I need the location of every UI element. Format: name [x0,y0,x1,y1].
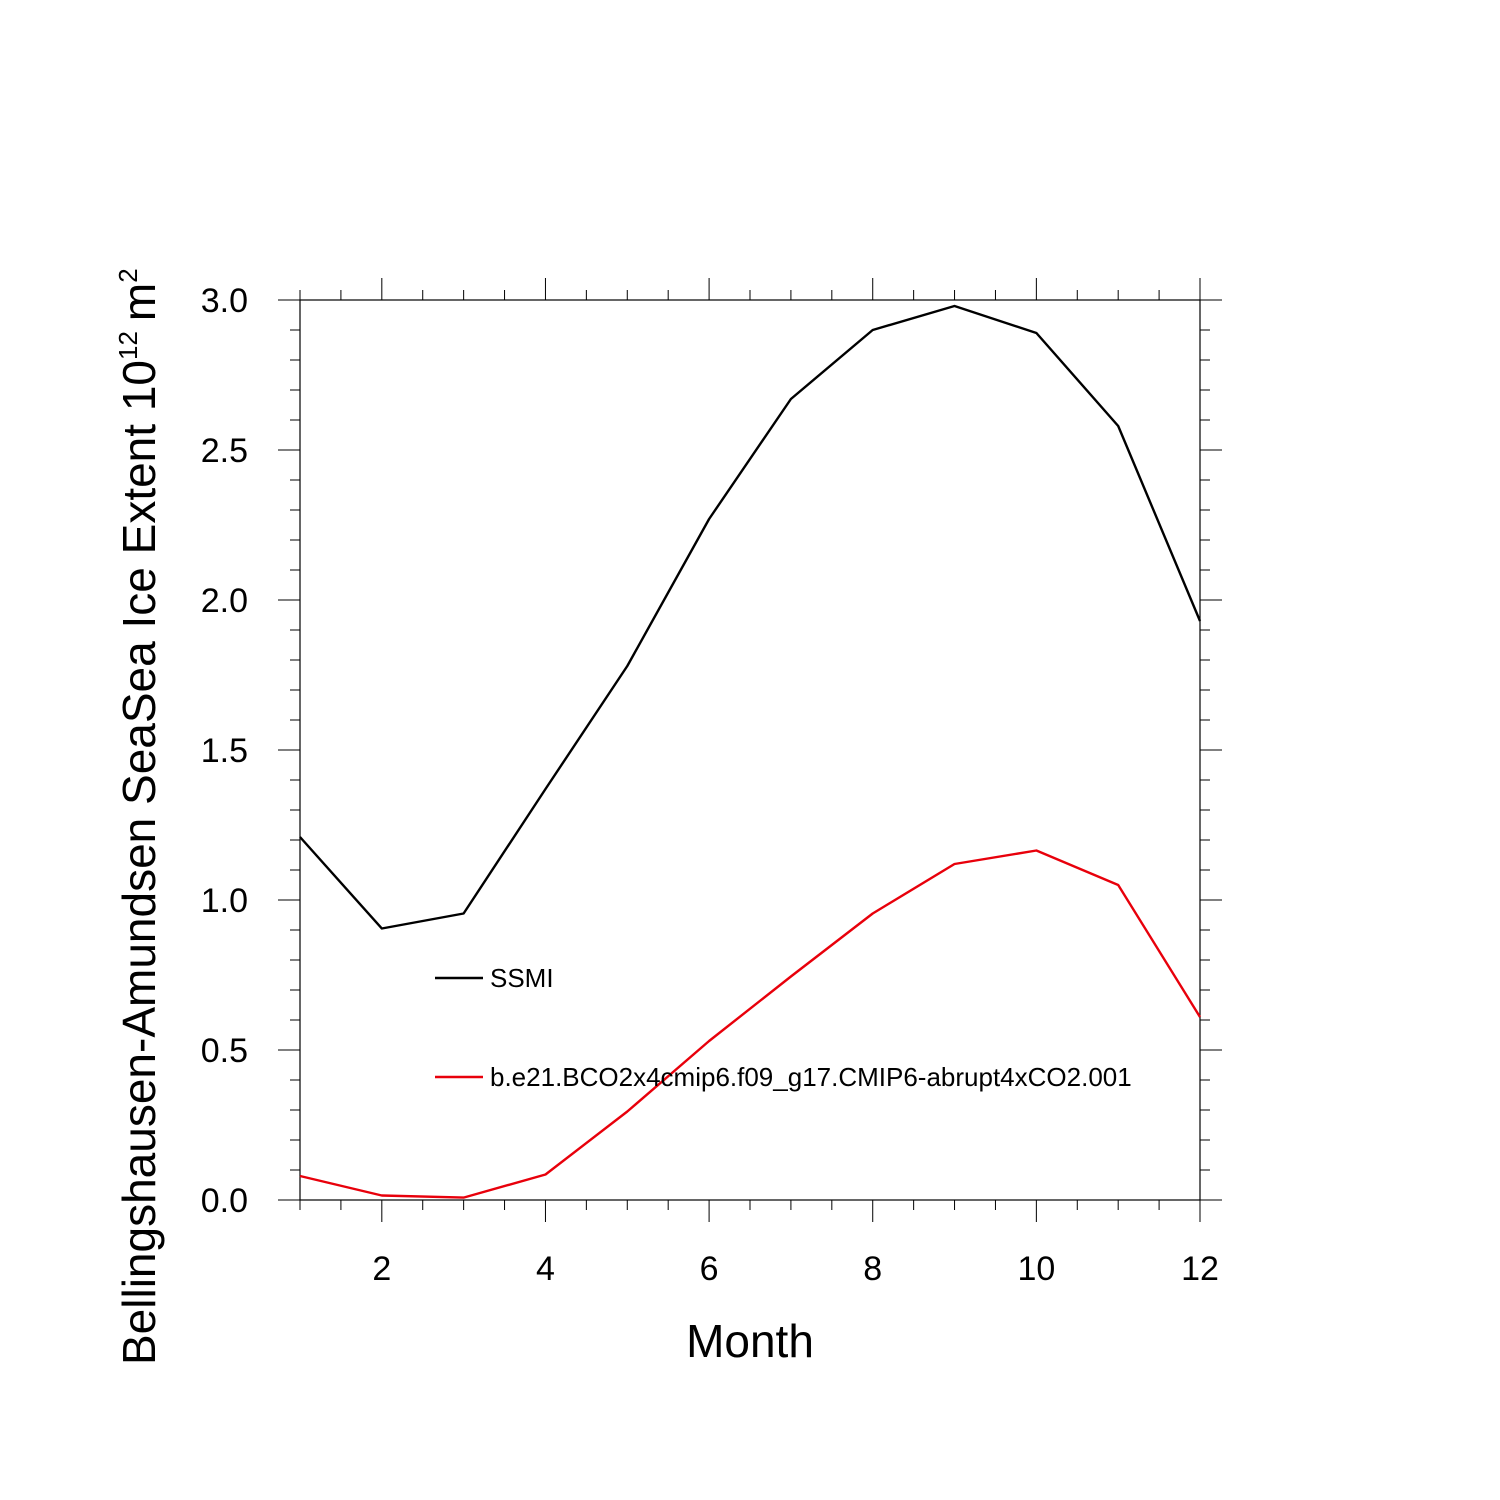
y-axis-title: Bellingshausen-Amundsen SeaSea Ice Exten… [113,268,165,1365]
y-axis-title-exponent: 12 [113,331,143,360]
y-tick-label: 0.0 [201,1182,248,1220]
y-tick-label: 2.5 [201,432,248,470]
y-tick-label: 3.0 [201,282,248,320]
series-lines [299,304,1202,1199]
x-axis-title: Month [686,1315,814,1367]
y-tick-label: 1.0 [201,882,248,920]
axis-ticks [278,278,1222,1222]
x-tick-label: 4 [536,1250,555,1288]
y-tick-label: 0.5 [201,1032,248,1070]
legend-label: b.e21.BCO2x4cmip6.f09_g17.CMIP6-abrupt4x… [490,1062,1132,1092]
axis-tick-labels: 2 4 6 8 10 12 0.0 0.5 1.0 1.5 2.0 2.5 3.0 [201,282,1219,1288]
y-axis-title-unit: m [113,283,165,321]
y-axis-title-unit-exponent: 2 [113,268,143,282]
y-tick-label: 2.0 [201,582,248,620]
legend-label: SSMI [490,963,554,993]
series-line-ssmi [299,304,1202,930]
x-tick-label: 10 [1017,1250,1055,1288]
x-tick-label: 8 [863,1250,882,1288]
series-line-model [299,849,1202,1199]
legend: SSMI b.e21.BCO2x4cmip6.f09_g17.CMIP6-abru… [435,963,1132,1092]
x-tick-label: 12 [1181,1250,1219,1288]
x-tick-label: 6 [700,1250,719,1288]
x-tick-label: 2 [372,1250,391,1288]
y-tick-label: 1.5 [201,732,248,770]
y-axis-title-text: Bellingshausen-Amundsen SeaSea Ice Exten… [113,360,165,1365]
